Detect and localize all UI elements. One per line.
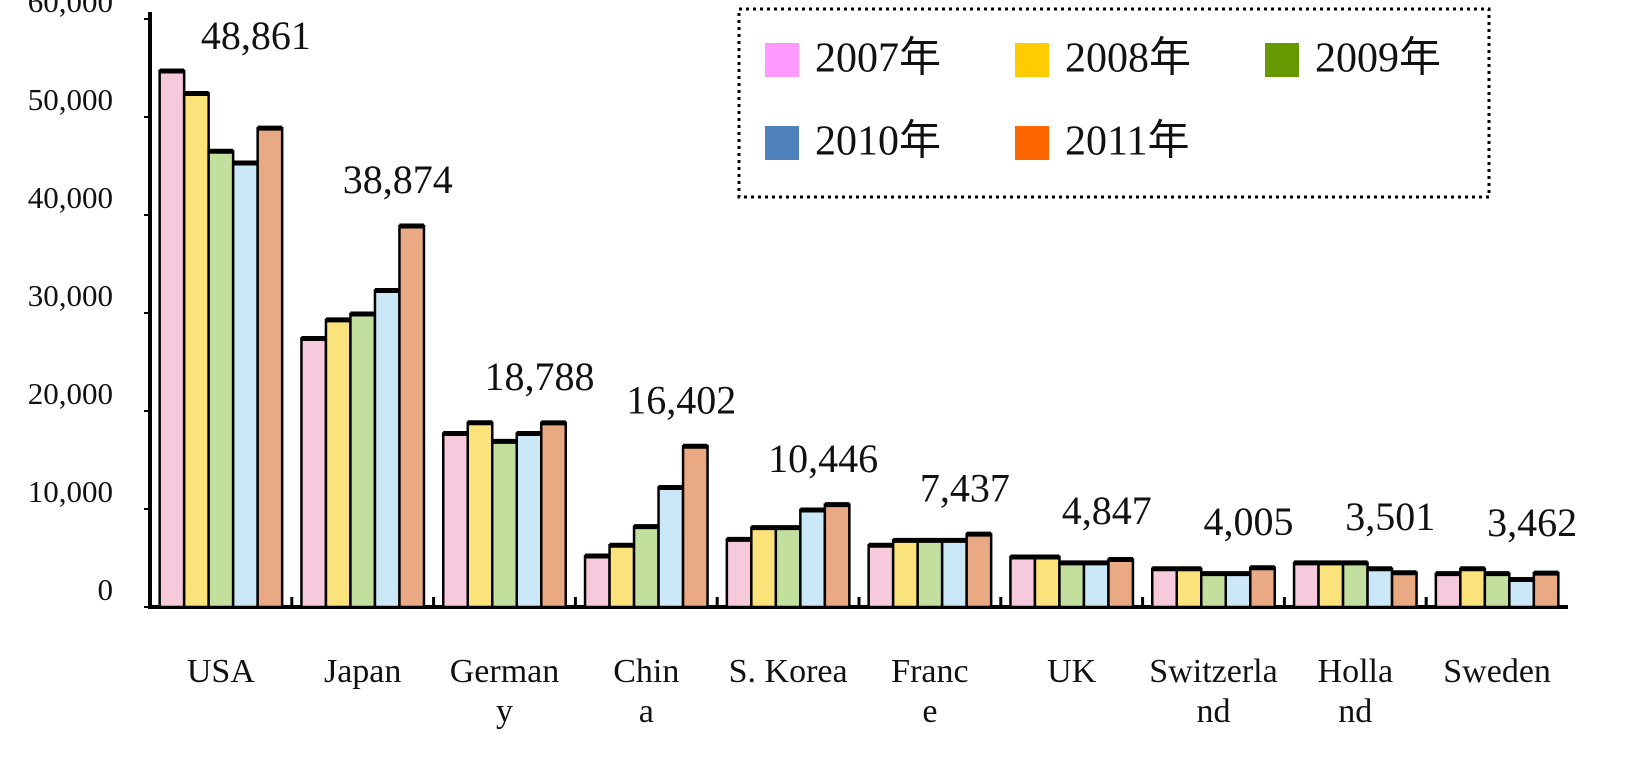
bar xyxy=(1107,558,1135,609)
data-label: 7,437 xyxy=(920,465,1010,510)
bar xyxy=(1508,578,1536,609)
bar xyxy=(608,544,636,609)
x-tick-label: UK xyxy=(1047,653,1097,690)
bar xyxy=(466,421,494,609)
bar xyxy=(965,532,993,609)
x-tick-label: Holla nd xyxy=(1317,653,1394,730)
legend-label: 2010年 xyxy=(815,118,941,165)
x-tick-label: Sweden xyxy=(1443,653,1551,690)
bar xyxy=(1459,567,1487,609)
bar xyxy=(1033,555,1061,609)
bar xyxy=(632,525,660,609)
bar xyxy=(207,150,235,609)
bar xyxy=(1151,567,1178,609)
legend-swatch xyxy=(1015,126,1049,160)
data-label: 4,847 xyxy=(1062,488,1152,533)
bar xyxy=(1317,561,1345,609)
legend-swatch xyxy=(1265,43,1299,77)
bar xyxy=(182,92,210,609)
bar xyxy=(940,539,968,609)
bar xyxy=(891,539,919,609)
bar xyxy=(1341,561,1369,609)
bar xyxy=(1390,571,1418,609)
legend-label: 2007年 xyxy=(815,35,941,82)
bar xyxy=(491,440,518,609)
x-tick-label: Japan xyxy=(323,653,402,690)
bar xyxy=(1483,572,1511,609)
data-label: 48,861 xyxy=(201,13,311,58)
bar xyxy=(823,503,851,609)
bar xyxy=(1532,571,1560,609)
data-label: 10,446 xyxy=(768,436,878,481)
bar xyxy=(1009,555,1037,609)
bar xyxy=(540,421,567,609)
data-label: 16,402 xyxy=(626,377,736,422)
legend-label: 2008年 xyxy=(1065,35,1191,82)
bar xyxy=(442,432,469,609)
bar xyxy=(1082,561,1110,609)
bar xyxy=(916,539,944,609)
bar xyxy=(231,161,259,609)
bar xyxy=(725,538,753,609)
bar xyxy=(1224,572,1252,609)
bar xyxy=(799,508,827,609)
legend-label: 2009年 xyxy=(1315,35,1441,82)
x-tick-label: Franc e xyxy=(891,653,969,730)
bar xyxy=(1200,572,1227,609)
y-tick-label: 60,000 xyxy=(28,0,113,19)
legend-swatch xyxy=(765,126,799,160)
legend-swatch xyxy=(765,43,799,77)
bar xyxy=(349,312,377,609)
x-tick-label: S. Korea xyxy=(728,653,848,690)
data-label: 4,005 xyxy=(1204,499,1294,544)
bar xyxy=(373,289,401,609)
bar xyxy=(515,432,543,609)
y-tick-label: 50,000 xyxy=(28,82,113,117)
x-tick-label: German y xyxy=(449,653,560,730)
data-label: 38,874 xyxy=(343,157,453,202)
legend-label: 2011年 xyxy=(1065,118,1189,165)
data-label: 3,462 xyxy=(1487,500,1577,545)
bar xyxy=(1434,572,1462,609)
y-tick-label: 40,000 xyxy=(28,180,113,215)
y-tick-label: 0 xyxy=(98,572,114,607)
y-tick-label: 20,000 xyxy=(28,376,113,411)
y-tick-label: 30,000 xyxy=(28,278,113,313)
bar xyxy=(1292,561,1320,609)
data-label: 3,501 xyxy=(1345,494,1435,539)
legend-box xyxy=(737,7,1491,199)
bar xyxy=(774,526,802,609)
bar xyxy=(583,554,611,609)
y-tick-label: 10,000 xyxy=(28,474,113,509)
bar xyxy=(158,69,186,609)
data-label: 18,788 xyxy=(485,354,595,399)
bar xyxy=(681,445,709,609)
x-tick-label: USA xyxy=(186,653,255,690)
bar xyxy=(256,126,284,609)
x-tick-label: Chin a xyxy=(613,653,680,730)
bar xyxy=(867,544,895,609)
bar xyxy=(657,486,685,609)
bar xyxy=(1058,561,1086,609)
bar xyxy=(1366,567,1394,609)
bar xyxy=(300,337,328,609)
bar xyxy=(750,526,778,609)
bar xyxy=(1249,566,1276,609)
bar xyxy=(1175,567,1203,609)
legend-swatch xyxy=(1015,43,1049,77)
bar xyxy=(398,224,426,609)
x-tick-label: Switzerla nd xyxy=(1149,653,1278,730)
bar xyxy=(324,318,352,609)
